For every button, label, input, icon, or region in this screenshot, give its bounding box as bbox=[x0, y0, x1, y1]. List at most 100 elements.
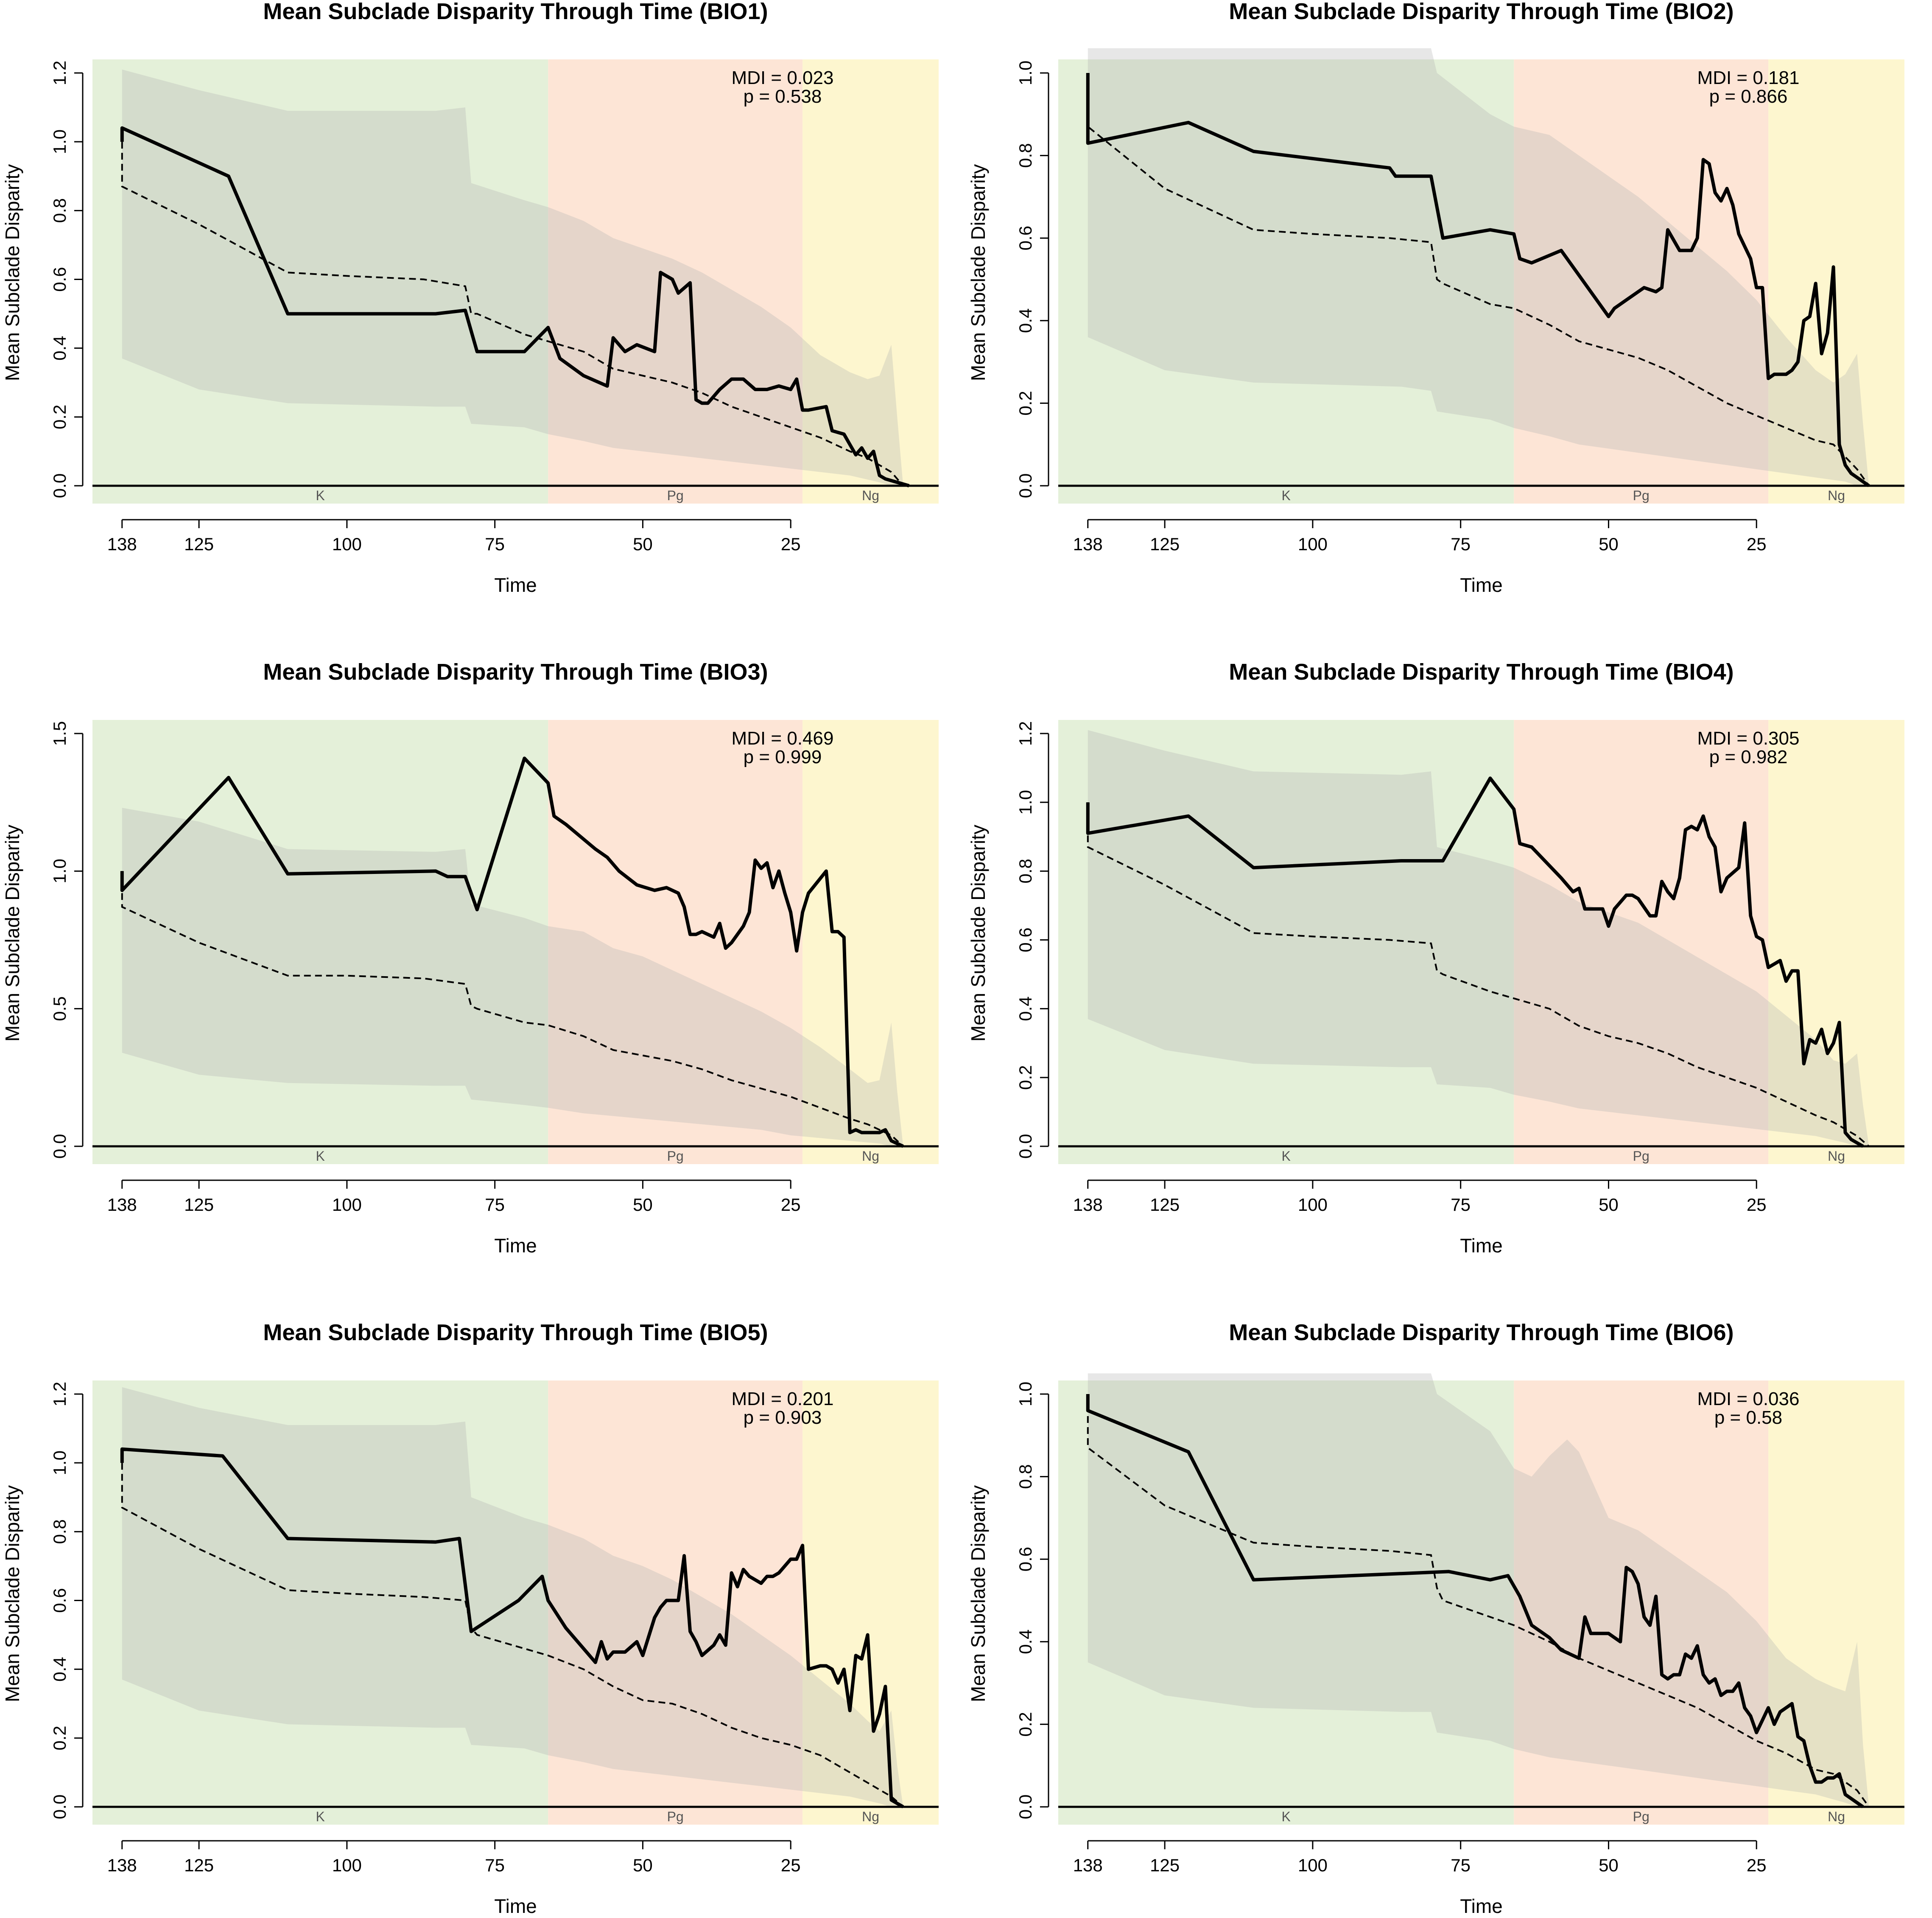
x-tick-label: 25 bbox=[1747, 1195, 1767, 1215]
era-label: K bbox=[316, 1148, 324, 1164]
x-axis-label: Time bbox=[494, 1895, 537, 1917]
x-tick-label: 138 bbox=[107, 1855, 137, 1875]
x-tick-label: 50 bbox=[633, 1855, 653, 1875]
x-tick-label: 125 bbox=[184, 534, 214, 554]
y-tick-label: 1.2 bbox=[1015, 721, 1035, 746]
p-value-annotation: p = 0.903 bbox=[744, 1407, 822, 1428]
y-axis-label: Mean Subclade Disparity bbox=[967, 825, 989, 1042]
x-tick-label: 25 bbox=[781, 1855, 801, 1875]
null-envelope-band bbox=[1088, 730, 1869, 1146]
y-axis-label: Mean Subclade Disparity bbox=[967, 1485, 989, 1702]
era-label: Ng bbox=[862, 1809, 879, 1824]
x-tick-label: 125 bbox=[1150, 1195, 1180, 1215]
x-tick-label: 100 bbox=[1298, 1195, 1328, 1215]
null-median-line bbox=[1087, 802, 1870, 1147]
x-tick-label: 25 bbox=[1747, 1855, 1767, 1875]
null-median-line bbox=[121, 1463, 904, 1808]
y-tick-label: 1.0 bbox=[1015, 790, 1035, 815]
null-envelope-band bbox=[122, 1387, 903, 1807]
y-axis-label: Mean Subclade Disparity bbox=[1, 164, 23, 381]
y-tick-label: 0.2 bbox=[1015, 1712, 1035, 1736]
x-tick-label: 138 bbox=[107, 1195, 137, 1215]
x-tick-label: 100 bbox=[1298, 1855, 1328, 1875]
era-band-Ng bbox=[802, 720, 939, 1164]
x-axis-label: Time bbox=[1460, 1235, 1503, 1257]
y-tick-label: 0.8 bbox=[1015, 859, 1035, 883]
y-tick-label: 0.6 bbox=[50, 1588, 70, 1613]
x-tick-label: 25 bbox=[1747, 534, 1767, 554]
x-tick-label: 100 bbox=[332, 1195, 362, 1215]
era-band-K bbox=[1058, 720, 1514, 1164]
observed-disparity-line bbox=[1086, 73, 1870, 487]
mdi-annotation: MDI = 0.023 bbox=[732, 67, 834, 88]
observed-disparity-line bbox=[1086, 776, 1864, 1148]
x-tick-label: 25 bbox=[781, 534, 801, 554]
era-label: Pg bbox=[667, 488, 684, 503]
era-band-Ng bbox=[802, 59, 939, 504]
y-tick-label: 0.8 bbox=[1015, 143, 1035, 168]
y-tick-label: 0.5 bbox=[50, 996, 70, 1021]
x-tick-label: 50 bbox=[1599, 1855, 1619, 1875]
x-tick-label: 100 bbox=[332, 534, 362, 554]
y-tick-label: 0.6 bbox=[1015, 226, 1035, 250]
y-tick-label: 0.6 bbox=[50, 267, 70, 291]
era-label: Ng bbox=[1828, 1809, 1845, 1824]
y-tick-label: 0.2 bbox=[50, 405, 70, 429]
y-tick-label: 1.0 bbox=[50, 1450, 70, 1475]
mdi-annotation: MDI = 0.469 bbox=[732, 728, 834, 749]
era-band-K bbox=[1058, 1380, 1514, 1825]
null-envelope-band bbox=[122, 69, 903, 486]
y-tick-label: 1.0 bbox=[50, 859, 70, 883]
null-median-line bbox=[121, 142, 904, 487]
mdi-annotation: MDI = 0.305 bbox=[1697, 728, 1800, 749]
era-band-Ng bbox=[802, 1380, 939, 1825]
y-tick-label: 0.4 bbox=[50, 336, 70, 360]
era-label: Pg bbox=[1633, 1148, 1650, 1164]
mdi-annotation: MDI = 0.181 bbox=[1697, 67, 1800, 88]
p-value-annotation: p = 0.538 bbox=[744, 86, 822, 107]
era-label: Ng bbox=[1828, 1148, 1845, 1164]
era-band-K bbox=[92, 1380, 548, 1825]
null-envelope-band bbox=[1088, 48, 1869, 486]
chart-panel-2: K Pg Ng 138 125 100 75 50 25 0.0 0.2 0.4 0.6 0.8 1.0 Me… bbox=[967, 0, 1904, 596]
chart-title: Mean Subclade Disparity Through Time (BI… bbox=[1229, 0, 1733, 24]
observed-disparity-line bbox=[120, 126, 910, 487]
observed-disparity-line bbox=[120, 756, 904, 1148]
x-tick-label: 138 bbox=[1073, 1195, 1103, 1215]
y-tick-label: 1.5 bbox=[50, 721, 70, 746]
p-value-annotation: p = 0.58 bbox=[1714, 1407, 1782, 1428]
x-tick-label: 138 bbox=[107, 534, 137, 554]
p-value-annotation: p = 0.982 bbox=[1709, 747, 1788, 767]
y-tick-label: 1.2 bbox=[50, 1382, 70, 1406]
y-tick-label: 0.8 bbox=[50, 1519, 70, 1544]
era-band-Pg bbox=[548, 59, 803, 504]
era-band-Pg bbox=[1514, 59, 1769, 504]
x-tick-label: 125 bbox=[184, 1855, 214, 1875]
y-tick-label: 0.8 bbox=[1015, 1464, 1035, 1489]
era-label: K bbox=[1281, 488, 1290, 503]
y-axis-label: Mean Subclade Disparity bbox=[967, 164, 989, 381]
y-tick-label: 0.6 bbox=[1015, 927, 1035, 952]
chart-title: Mean Subclade Disparity Through Time (BI… bbox=[263, 659, 768, 685]
mdi-annotation: MDI = 0.036 bbox=[1697, 1389, 1800, 1409]
y-tick-label: 1.0 bbox=[50, 129, 70, 154]
era-label: K bbox=[316, 1809, 324, 1824]
y-tick-label: 0.0 bbox=[50, 473, 70, 498]
x-tick-label: 125 bbox=[184, 1195, 214, 1215]
y-tick-label: 0.6 bbox=[1015, 1547, 1035, 1571]
x-tick-label: 138 bbox=[1073, 1855, 1103, 1875]
y-tick-label: 0.4 bbox=[1015, 1630, 1035, 1654]
y-tick-label: 1.0 bbox=[1015, 1382, 1035, 1406]
y-tick-label: 0.4 bbox=[1015, 308, 1035, 333]
null-envelope-band bbox=[122, 808, 903, 1146]
y-tick-label: 1.2 bbox=[50, 61, 70, 85]
x-axis-label: Time bbox=[1460, 1895, 1503, 1917]
chart-panel-5: K Pg Ng 138 125 100 75 50 25 0.0 0.2 0.4 0.6 0.8 1.0 1.… bbox=[1, 1320, 939, 1917]
x-tick-label: 50 bbox=[633, 534, 653, 554]
chart-panel-6: K Pg Ng 138 125 100 75 50 25 0.0 0.2 0.4 0.6 0.8 1.0 Me… bbox=[967, 1320, 1904, 1917]
x-tick-label: 25 bbox=[781, 1195, 801, 1215]
era-label: Ng bbox=[862, 1148, 879, 1164]
era-band-Pg bbox=[548, 720, 803, 1164]
x-tick-label: 75 bbox=[1451, 534, 1471, 554]
